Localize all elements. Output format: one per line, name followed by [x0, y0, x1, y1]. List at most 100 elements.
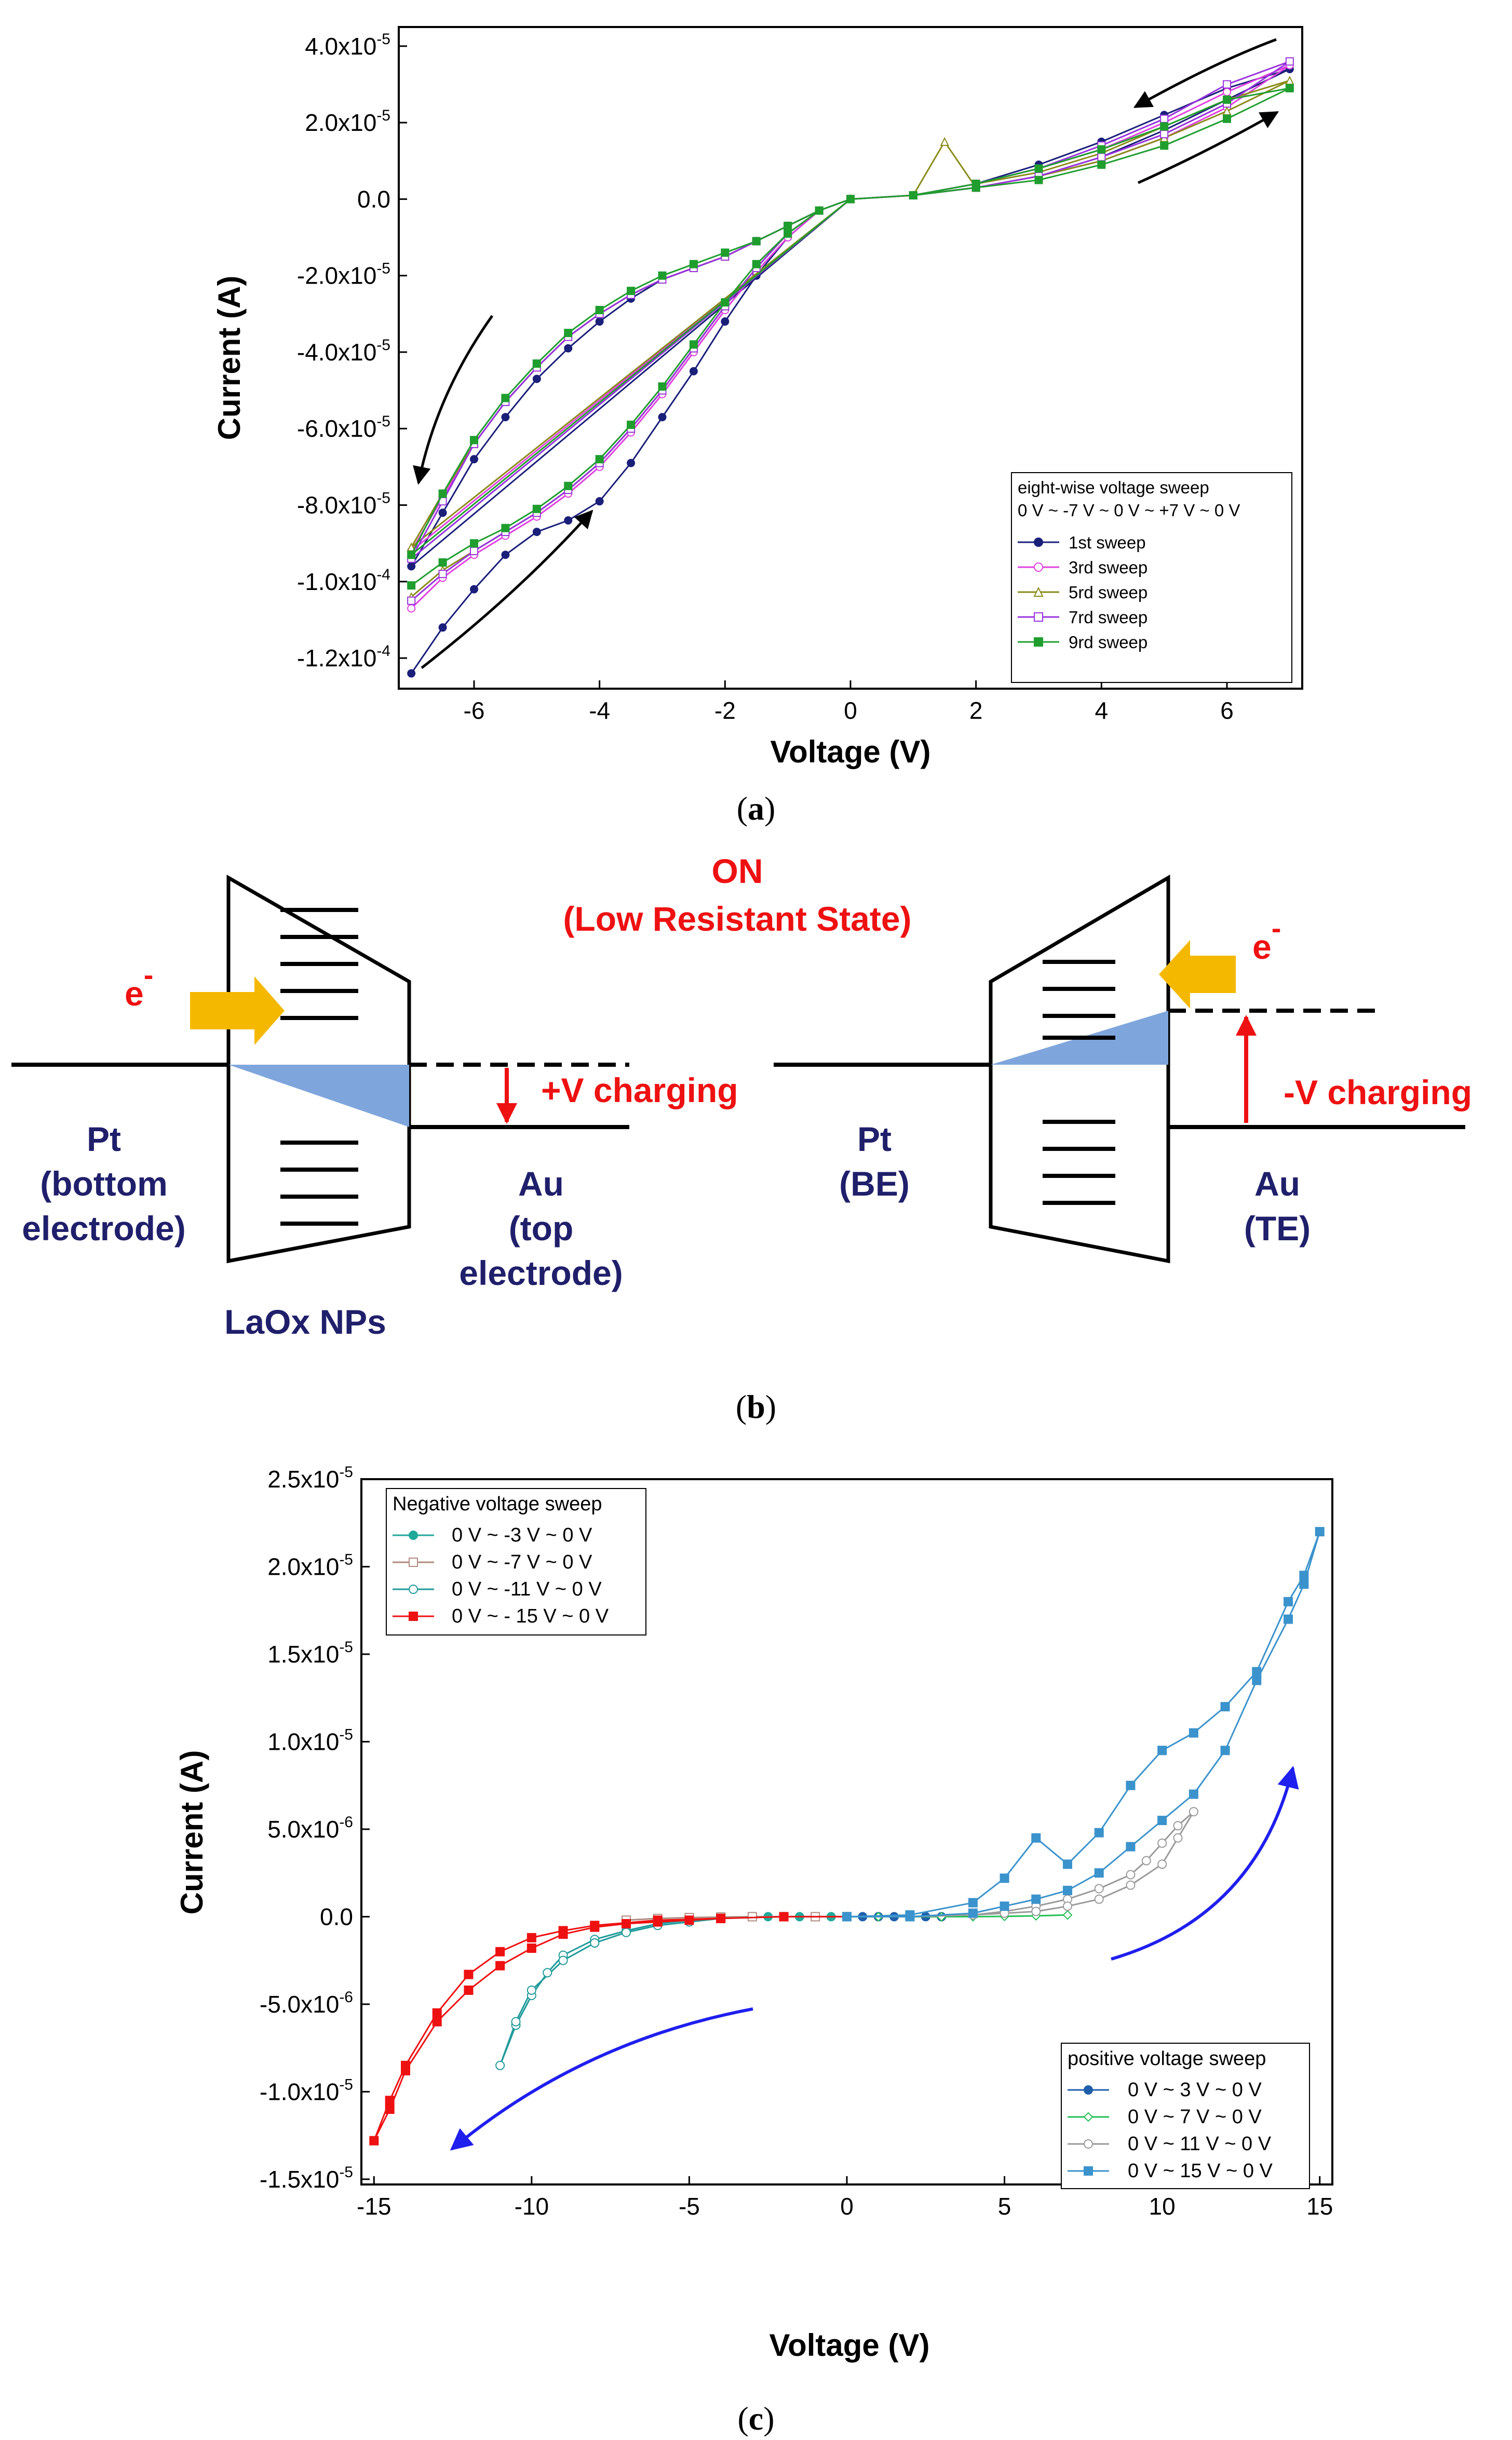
panel-c-data-point: [1189, 1728, 1198, 1738]
panel-a-data-point: [1223, 114, 1231, 123]
panel-b-nps-label: LaOx NPs: [224, 1303, 386, 1341]
panel-c-legend-negative-item: 0 V ~ -11 V ~ 0 V: [393, 1578, 602, 1600]
panel-c-y-tick-label: 0.0: [320, 1903, 353, 1930]
panel-a-data-point: [689, 340, 698, 349]
panel-a-series-5: [407, 84, 1294, 590]
panel-a-data-point: [564, 481, 573, 490]
panel-c-legend-positive-box: [1061, 2043, 1310, 2189]
panel-c-legend-negative-swatch-marker: [409, 1531, 418, 1540]
panel-a-data-point: [721, 317, 730, 326]
panel-c-y-tick-label: -1.0x10-5: [260, 2076, 353, 2105]
panel-c-data-point: [779, 1912, 789, 1922]
panel-c-data-point: [747, 1912, 757, 1922]
panel-c-legend-negative-item: 0 V ~ - 15 V ~ 0 V: [393, 1605, 609, 1627]
panel-a-data-point: [501, 394, 510, 403]
panel-a-legend-subtitle: 0 V ~ -7 V ~ 0 V ~ +7 V ~ 0 V: [1018, 501, 1240, 520]
panel-c-series-line: [373, 1915, 847, 2141]
panel-a-y-tick-label: -8.0x10-5: [297, 490, 390, 519]
panel-b-left-electron-arrow: [190, 976, 285, 1045]
panel-a-data-point: [438, 489, 447, 498]
panel-b-right-charging-label: -V charging: [1284, 1073, 1472, 1111]
panel-a-legend-item: 7rd sweep: [1018, 608, 1148, 627]
panel-a-data-point: [407, 596, 416, 605]
panel-a-data-point: [564, 344, 573, 353]
panel-c-data-point: [842, 1912, 852, 1922]
panel-a-data-point: [595, 497, 604, 506]
panel-c-legend-positive-label: 0 V ~ 15 V ~ 0 V: [1128, 2160, 1273, 2182]
panel-a-legend-swatch-marker: [1033, 586, 1044, 597]
panel-a-data-point: [1160, 130, 1169, 139]
panel-c-data-point: [1157, 1746, 1167, 1755]
panel-c-data-point: [495, 2060, 505, 2070]
panel-b-left-au-label-line3: electrode): [459, 1254, 623, 1292]
panel-c-data-point: [1299, 1571, 1309, 1580]
panel-a-data-point: [501, 551, 510, 559]
panel-a-data-point: [532, 528, 541, 537]
panel-a-legend-label: 5rd sweep: [1069, 583, 1148, 602]
panel-c-data-point: [1220, 1702, 1230, 1712]
panel-a-arrow-top-left: [1133, 38, 1277, 109]
panel-b-diagram: ON (Low Resistant State) e- +V charging …: [11, 852, 1472, 1341]
panel-a-data-point: [501, 413, 510, 422]
panel-a-data-point: [784, 221, 792, 230]
panel-b-right-insulator: [989, 874, 1170, 1264]
panel-a-series-line: [410, 68, 1290, 674]
panel-c-series-line: [499, 1915, 847, 2066]
panel-a-data-point: [658, 413, 667, 422]
panel-a-data-point: [438, 508, 447, 517]
panel-c-data-point: [716, 1913, 726, 1923]
panel-a-data-point: [1223, 95, 1231, 104]
panel-c-data-point: [905, 1910, 915, 1920]
panel-c-legend-negative: Negative voltage sweep 0 V ~ -3 V ~ 0 V 0…: [386, 1488, 646, 1635]
panel-a-data-point: [407, 604, 416, 613]
panel-c-data-point: [401, 2066, 410, 2075]
panel-c-data-point: [1094, 1884, 1104, 1894]
panel-c-data-point: [1126, 1870, 1136, 1880]
panel-a-x-tick-label: -2: [714, 697, 736, 724]
panel-a-x-tick-label: 6: [1220, 697, 1234, 724]
panel-a-legend-title: eight-wise voltage sweep: [1018, 478, 1209, 497]
panel-c-legend-positive-title: positive voltage sweep: [1068, 2048, 1266, 2070]
panel-c-data-point: [1126, 1842, 1136, 1852]
panel-a-x-tick-label: 4: [1095, 697, 1109, 724]
panel-a-y-axis-title: Current (A): [212, 276, 247, 440]
panel-a-legend-item: 5rd sweep: [1018, 583, 1148, 602]
panel-a-data-point: [721, 248, 730, 257]
panel-b-left-pt-label-line2: (bottom: [40, 1164, 168, 1203]
panel-c-data-point: [1315, 1527, 1325, 1537]
panel-c-data-point: [1126, 1880, 1136, 1890]
panel-a-legend-label: 3rd sweep: [1069, 558, 1148, 577]
panel-a-data-point: [1097, 160, 1106, 169]
panel-b-left-trap-levels: [280, 908, 358, 1226]
panel-b-right-pt-label: Pt: [857, 1120, 892, 1158]
panel-c-data-point: [622, 1927, 631, 1937]
panel-a-data-point: [1223, 88, 1231, 97]
panel-c-data-point: [1094, 1894, 1104, 1904]
panel-c-legend-negative-label: 0 V ~ -7 V ~ 0 V: [452, 1551, 592, 1573]
panel-b-right-electron-label: e-: [1252, 911, 1281, 966]
panel-b-right-pt-label-line2: (BE): [839, 1164, 910, 1203]
panel-c-data-point: [1126, 1780, 1136, 1790]
panel-a-data-point: [470, 585, 478, 594]
panel-c-legend-negative-label: 0 V ~ - 15 V ~ 0 V: [452, 1605, 609, 1627]
panel-a-x-axis-title: Voltage (V): [771, 734, 931, 769]
panel-c-x-tick-label: 5: [998, 2193, 1011, 2220]
panel-c-data-point: [1173, 1833, 1183, 1843]
panel-b-left-au-label-line2: (top: [509, 1209, 574, 1248]
panel-a-data-point: [407, 581, 416, 590]
panel-a-chart: 4.0x10-5 2.0x10-5 0.0 -2.0x10-5 -4.0x10-5 -6.…: [212, 26, 1303, 769]
panel-c-data-point: [495, 1947, 505, 1956]
panel-a-data-point: [940, 137, 949, 146]
panel-c-data-point: [1173, 1821, 1183, 1831]
panel-a-arrow-left-up: [421, 510, 593, 669]
panel-c-data-point: [622, 1919, 631, 1928]
panel-c-data-point: [432, 2008, 442, 2018]
panel-c-data-point: [1299, 1579, 1309, 1589]
panel-c-data-point: [653, 1917, 663, 1927]
panel-a-data-point: [1223, 80, 1231, 89]
panel-a-data-point: [407, 669, 416, 678]
panel-c-y-tick-label: 1.5x10-5: [267, 1639, 353, 1668]
panel-a-legend-swatch-marker: [1034, 538, 1043, 547]
panel-c-data-point: [1094, 1868, 1104, 1878]
panel-a-data-point: [595, 305, 604, 314]
